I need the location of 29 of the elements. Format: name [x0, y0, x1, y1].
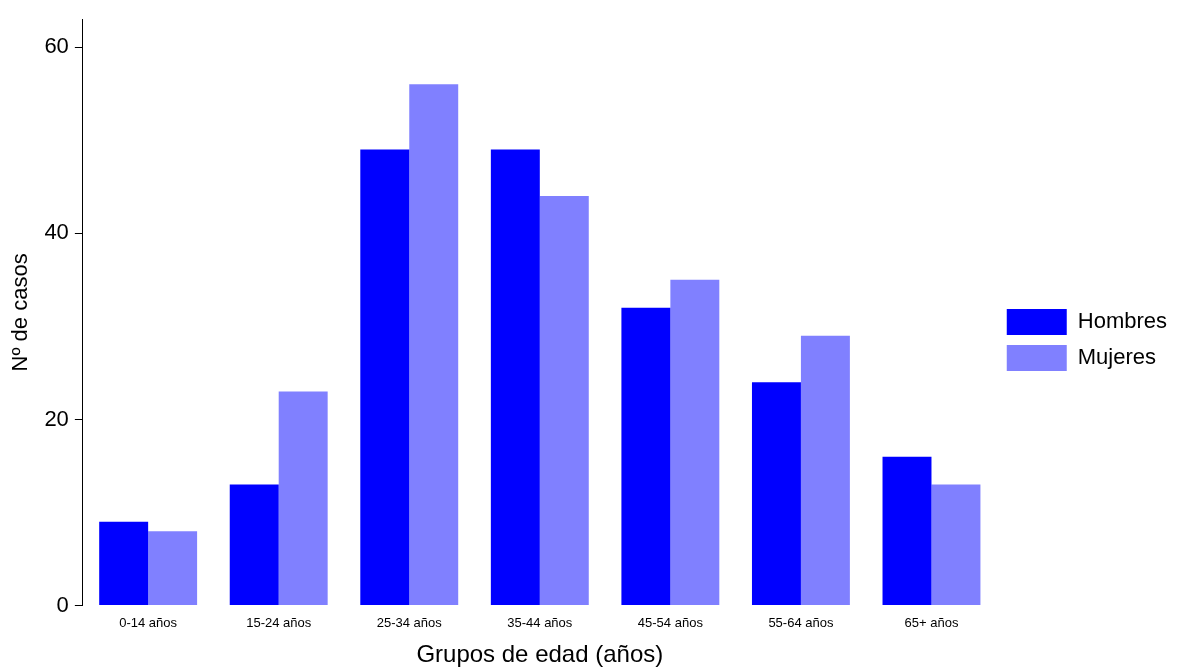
bar [360, 149, 410, 606]
bar [409, 84, 459, 606]
bar [229, 484, 279, 606]
x-tick-label: 0-14 años [119, 614, 178, 630]
y-tick-label: 40 [44, 219, 69, 245]
bar [278, 391, 328, 606]
bar [670, 279, 720, 606]
y-tick-label: 0 [56, 591, 69, 617]
legend-label: Mujeres [1077, 344, 1156, 370]
x-tick-label: 35-44 años [507, 614, 573, 630]
x-tick-label: 15-24 años [246, 614, 312, 630]
bar [931, 484, 981, 606]
y-tick-label: 60 [44, 33, 69, 59]
bar [621, 307, 671, 606]
legend-label: Hombres [1077, 308, 1167, 334]
x-tick-label: 55-64 años [768, 614, 834, 630]
bar [99, 521, 149, 606]
y-axis-title: Nº de casos [7, 253, 33, 372]
x-tick-label: 65+ años [904, 614, 959, 630]
y-tick-label: 20 [44, 405, 69, 431]
bar [882, 456, 932, 606]
x-tick-label: 45-54 años [637, 614, 704, 630]
bar [148, 531, 198, 606]
bar [539, 196, 589, 606]
x-axis-title: Grupos de edad (años) [416, 640, 664, 668]
bar [751, 382, 801, 606]
bar [490, 149, 540, 606]
bar [800, 335, 850, 606]
x-tick-label: 25-34 años [376, 614, 443, 630]
